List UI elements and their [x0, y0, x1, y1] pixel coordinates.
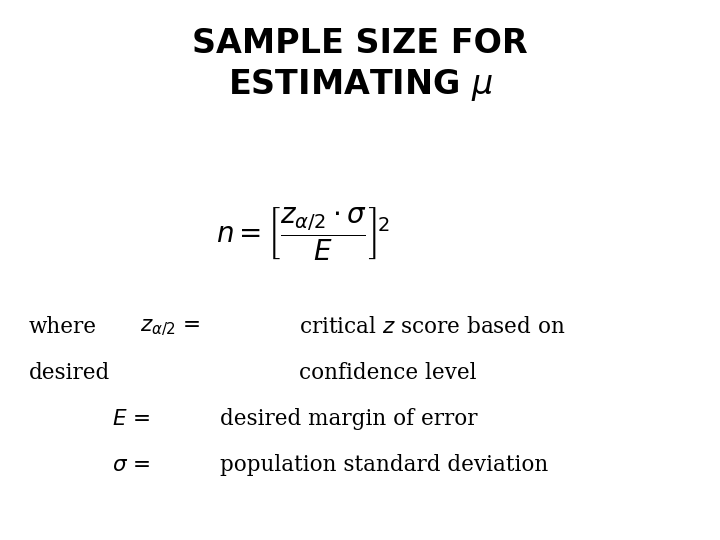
Text: critical $z$ score based on: critical $z$ score based on — [299, 316, 565, 338]
Text: $\sigma$ =: $\sigma$ = — [112, 454, 150, 476]
Text: SAMPLE SIZE FOR
ESTIMATING $\mathit{\mu}$: SAMPLE SIZE FOR ESTIMATING $\mathit{\mu}… — [192, 27, 528, 103]
Text: confidence level: confidence level — [299, 362, 477, 384]
Text: where: where — [29, 316, 96, 338]
Text: desired: desired — [29, 362, 110, 384]
Text: $E$ =: $E$ = — [112, 408, 150, 430]
Text: $n = \left[\dfrac{z_{\alpha/2} \cdot \sigma}{E}\right]^{\!2}$: $n = \left[\dfrac{z_{\alpha/2} \cdot \si… — [216, 205, 389, 262]
Text: $z_{\alpha/2}$ =: $z_{\alpha/2}$ = — [140, 316, 201, 338]
Text: population standard deviation: population standard deviation — [220, 454, 548, 476]
Text: desired margin of error: desired margin of error — [220, 408, 477, 430]
